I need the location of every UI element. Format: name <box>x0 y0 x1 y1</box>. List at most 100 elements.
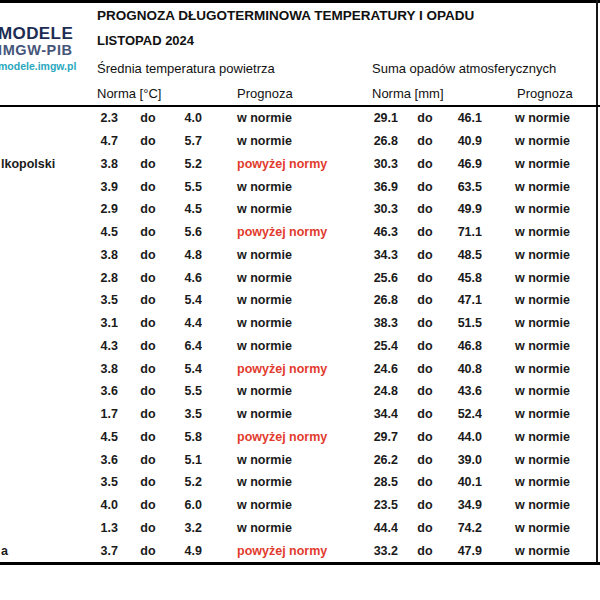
do-separator: do <box>118 521 178 535</box>
table-row: 3.9 do 5.5 w normie 36.9 do 63.5 w normi… <box>0 175 600 198</box>
temp-norm-max: 5.1 <box>178 453 202 467</box>
temp-norm-max: 5.4 <box>178 293 202 307</box>
temp-norm-min: 4.5 <box>90 430 118 444</box>
do-separator: do <box>118 293 178 307</box>
do-separator: do <box>118 134 178 148</box>
precip-norm-min: 26.8 <box>368 293 398 307</box>
precip-forecast: w normie <box>482 271 600 285</box>
temp-norm-min: 1.3 <box>90 521 118 535</box>
precip-forecast: w normie <box>482 407 600 421</box>
temp-forecast: w normie <box>202 180 368 194</box>
table-row: 3.6 do 5.5 w normie 24.8 do 43.6 w normi… <box>0 380 600 403</box>
precip-forecast: w normie <box>482 293 600 307</box>
do-separator: do <box>398 384 452 398</box>
temp-norm-max: 4.9 <box>178 544 202 558</box>
precip-forecast: w normie <box>482 248 600 262</box>
precip-norm-max: 40.1 <box>452 475 482 489</box>
precip-norm-max: 48.5 <box>452 248 482 262</box>
temp-forecast: w normie <box>202 339 368 353</box>
temp-norm-min: 3.1 <box>90 316 118 330</box>
do-separator: do <box>118 498 178 512</box>
temp-forecast: w normie <box>202 316 368 330</box>
do-separator: do <box>398 248 452 262</box>
logo-modele-text: MODELE <box>0 25 95 42</box>
temp-norm-min: 4.7 <box>90 134 118 148</box>
temp-forecast: w normie <box>202 475 368 489</box>
precip-norm-max: 46.8 <box>452 339 482 353</box>
precip-norm-min: 38.3 <box>368 316 398 330</box>
precip-forecast: w normie <box>482 316 600 330</box>
temp-forecast: w normie <box>202 407 368 421</box>
temp-norm-min: 3.7 <box>90 544 118 558</box>
do-separator: do <box>398 316 452 330</box>
temp-norm-min: 1.7 <box>90 407 118 421</box>
table-row: lkopolski 3.8 do 5.2 powyżej normy 30.3 … <box>0 153 600 176</box>
temp-norm-max: 3.5 <box>178 407 202 421</box>
temp-norm-max: 6.0 <box>178 498 202 512</box>
table-row: 4.3 do 6.4 w normie 25.4 do 46.8 w normi… <box>0 335 600 358</box>
do-separator: do <box>398 475 452 489</box>
precip-norm-max: 47.9 <box>452 544 482 558</box>
precip-norm-min: 25.6 <box>368 271 398 285</box>
precip-norm-max: 39.0 <box>452 453 482 467</box>
precip-norm-min: 30.3 <box>368 202 398 216</box>
precip-norm-min: 29.7 <box>368 430 398 444</box>
table-row: 2.3 do 4.0 w normie 29.1 do 46.1 w normi… <box>0 107 600 130</box>
do-separator: do <box>118 339 178 353</box>
temp-norm-max: 5.8 <box>178 430 202 444</box>
do-separator: do <box>118 316 178 330</box>
precip-norm-max: 34.9 <box>452 498 482 512</box>
temp-norm-min: 2.3 <box>90 111 118 125</box>
temperature-section-label: Średnia temperatura powietrza <box>97 61 275 76</box>
temp-norm-min: 2.8 <box>90 271 118 285</box>
table-row: 4.5 do 5.6 powyżej normy 46.3 do 71.1 w … <box>0 221 600 244</box>
do-separator: do <box>398 453 452 467</box>
do-separator: do <box>398 407 452 421</box>
precip-norm-min: 33.2 <box>368 544 398 558</box>
do-separator: do <box>118 475 178 489</box>
table-row: 3.8 do 5.4 powyżej normy 24.6 do 40.8 w … <box>0 357 600 380</box>
month-subtitle: LISTOPAD 2024 <box>97 33 194 48</box>
precip-norm-min: 44.4 <box>368 521 398 535</box>
do-separator: do <box>398 521 452 535</box>
temp-norm-min: 2.9 <box>90 202 118 216</box>
precip-norm-max: 47.1 <box>452 293 482 307</box>
precipitation-section-label: Suma opadów atmosferycznych <box>372 61 556 76</box>
precip-forecast: w normie <box>482 339 600 353</box>
precip-forecast: w normie <box>482 475 600 489</box>
precip-forecast: w normie <box>482 157 600 171</box>
precip-norm-max: 43.6 <box>452 384 482 398</box>
precip-norm-max: 46.1 <box>452 111 482 125</box>
temp-norm-max: 4.0 <box>178 111 202 125</box>
do-separator: do <box>118 384 178 398</box>
do-separator: do <box>118 271 178 285</box>
temp-norm-min: 4.5 <box>90 225 118 239</box>
precip-norm-max: 40.9 <box>452 134 482 148</box>
precip-norm-min: 25.4 <box>368 339 398 353</box>
precip-forecast: w normie <box>482 430 600 444</box>
forecast-table: 2.3 do 4.0 w normie 29.1 do 46.1 w normi… <box>0 107 600 562</box>
do-separator: do <box>398 180 452 194</box>
top-border <box>0 0 600 3</box>
temp-forecast: w normie <box>202 498 368 512</box>
temp-norm-max: 4.5 <box>178 202 202 216</box>
city-cell: a <box>0 544 90 558</box>
imgw-logo: MODELE IMGW-PIB modele.imgw.pl <box>0 25 95 73</box>
do-separator: do <box>398 202 452 216</box>
temp-forecast: powyżej normy <box>202 225 368 239</box>
temp-norm-min: 3.6 <box>90 453 118 467</box>
temp-norm-max: 5.6 <box>178 225 202 239</box>
do-separator: do <box>398 362 452 376</box>
precip-forecast: w normie <box>482 453 600 467</box>
temp-forecast: powyżej normy <box>202 430 368 444</box>
temp-norm-min: 3.6 <box>90 384 118 398</box>
precip-norm-max: 52.4 <box>452 407 482 421</box>
logo-url-link[interactable]: modele.imgw.pl <box>0 59 95 74</box>
temp-forecast: w normie <box>202 111 368 125</box>
do-separator: do <box>398 498 452 512</box>
temp-forecast: w normie <box>202 248 368 262</box>
temp-norm-max: 5.5 <box>178 384 202 398</box>
precip-forecast: w normie <box>482 362 600 376</box>
temp-norm-min: 4.3 <box>90 339 118 353</box>
temp-prognoza-column-header: Prognoza <box>237 86 293 101</box>
